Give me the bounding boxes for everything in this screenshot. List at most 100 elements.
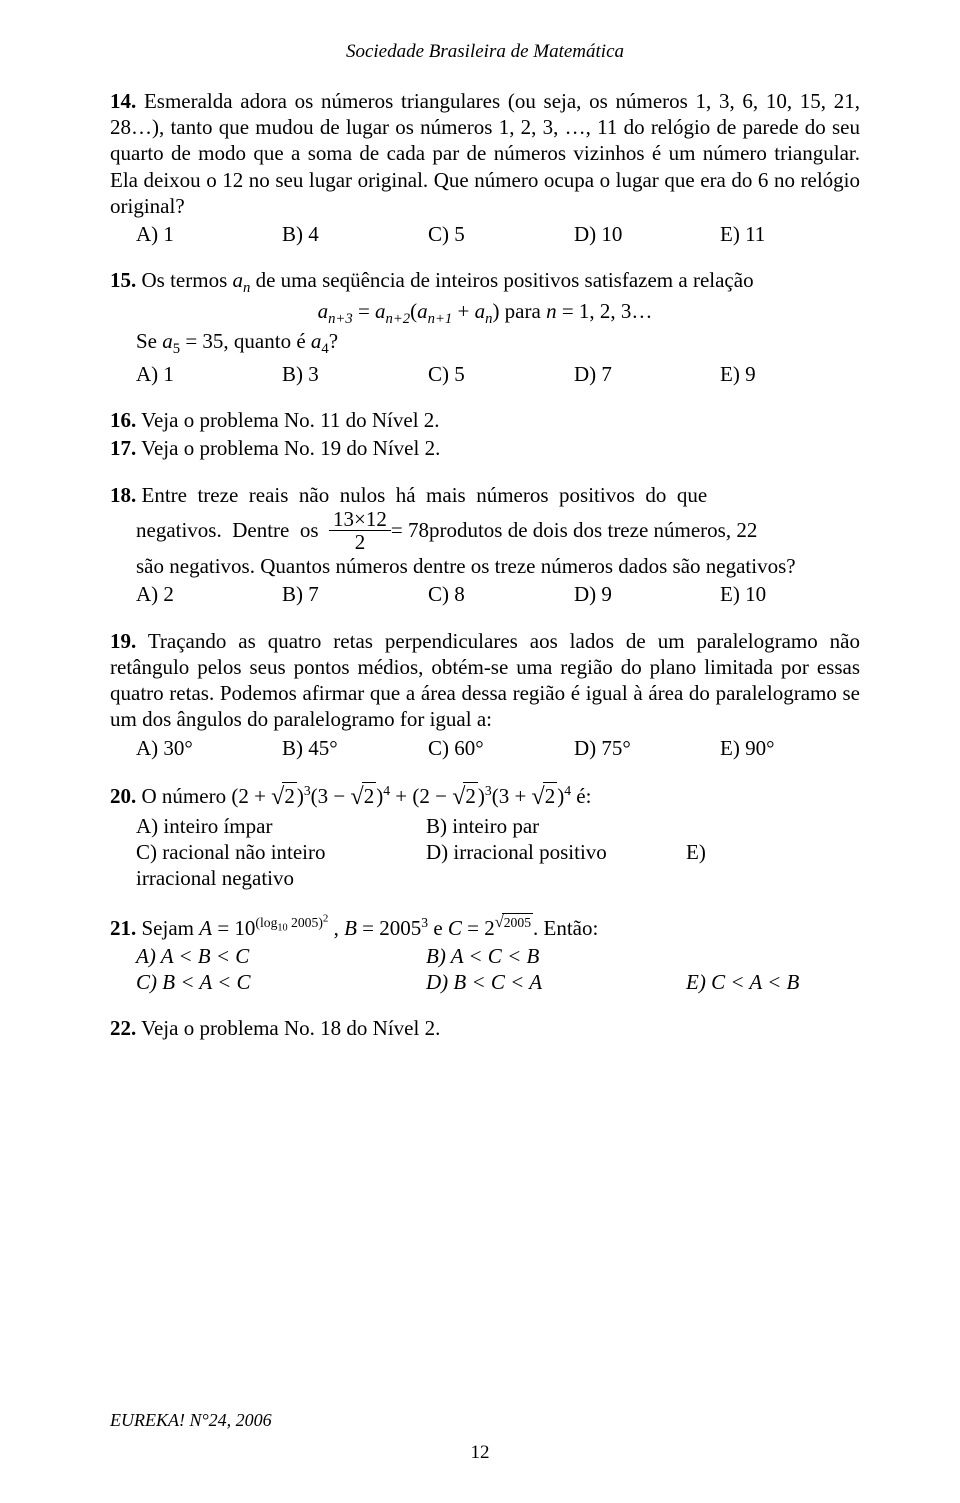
question-14: 14. Esmeralda adora os números triangula… <box>110 88 860 248</box>
q18-number: 18. <box>110 483 136 507</box>
q21-opt-c: C) B < A < C <box>136 969 426 995</box>
q21-log: (log <box>255 915 277 930</box>
q21-sqrtexp: √2005 <box>495 915 533 930</box>
q19-text: Traçando as quatro retas perpendiculares… <box>110 629 860 732</box>
question-17: 17. Veja o problema No. 19 do Nível 2. <box>110 435 860 461</box>
q20-t2a: (3 − <box>311 784 351 808</box>
q15-sub-n3: n+3 <box>328 311 353 327</box>
q15-text1b: de uma seqüência de inteiros positivos s… <box>250 268 753 292</box>
q18-opt-b: B) 7 <box>282 581 428 607</box>
q15-an: a <box>233 268 244 292</box>
q21-opt-d: D) B < C < A <box>426 969 686 995</box>
q14-number: 14. <box>110 89 136 113</box>
q15-a5: a <box>162 329 173 353</box>
q20-opt-e-label: irracional negativo <box>136 865 294 891</box>
q20-e3b: 3 <box>485 783 492 798</box>
q15-sub-n2: n+2 <box>386 311 411 327</box>
q20-t3a: (2 − <box>412 784 452 808</box>
q15-opt-d: D) 7 <box>574 361 720 387</box>
q15-a4sym: a <box>475 299 486 323</box>
q15-eq1: = <box>353 299 375 323</box>
q19-opt-a: A) 30° <box>136 735 282 761</box>
q20-opt-c: C) racional não inteiro <box>136 839 426 865</box>
q21-number: 21. <box>110 916 136 940</box>
page-number: 12 <box>0 1441 960 1465</box>
q20-rad2: √ <box>351 782 364 812</box>
question-15: 15. Os termos an de uma seqüência de int… <box>110 267 860 387</box>
q15-se: Se <box>136 329 162 353</box>
q15-relation: an+3 = an+2(an+1 + an) para n = 1, 2, 3… <box>110 298 860 329</box>
q18-frac-num: 13×12 <box>329 508 391 531</box>
q15-number: 15. <box>110 268 136 292</box>
q19-opt-d: D) 75° <box>574 735 720 761</box>
q20-rad3: √ <box>452 782 465 812</box>
q21-eq1: = <box>212 916 234 940</box>
q15-sub4: 4 <box>321 342 328 358</box>
q20-plus: + <box>390 784 412 808</box>
question-16: 16. Veja o problema No. 11 do Nível 2. <box>110 407 860 433</box>
q14-opt-e: E) 11 <box>720 221 866 247</box>
q21-A: A <box>199 916 212 940</box>
q19-opt-e: E) 90° <box>720 735 866 761</box>
q18-line2b: produtos de dois dos treze números, 22 <box>429 517 757 543</box>
q20-opt-a: A) inteiro ímpar <box>136 813 426 839</box>
q14-opt-d: D) 10 <box>574 221 720 247</box>
q21-expA: (log10 2005)2 <box>255 915 328 930</box>
q15-a1: a <box>318 299 329 323</box>
q20-e4a: 4 <box>383 783 390 798</box>
question-20: 20. O número (2 + √2)3(3 − √2)4 + (2 − √… <box>110 781 860 892</box>
q15-opt-b: B) 3 <box>282 361 428 387</box>
q18-opt-d: D) 9 <box>574 581 720 607</box>
q15-range: = 1, 2, 3… <box>557 299 653 323</box>
q21-2005a: 2005) <box>288 915 323 930</box>
q19-opt-c: C) 60° <box>428 735 574 761</box>
q20-t1a: (2 + <box>231 784 271 808</box>
q21-eq3: = <box>462 916 484 940</box>
q18-line3: são negativos. Quantos números dentre os… <box>110 553 860 579</box>
q15-a3: a <box>417 299 428 323</box>
q20-number: 20. <box>110 784 136 808</box>
q18-opt-a: A) 2 <box>136 581 282 607</box>
q17-text: Veja o problema No. 19 do Nível 2. <box>141 436 440 460</box>
question-21: 21. Sejam A = 10(log10 2005)2 , B = 2005… <box>110 912 860 996</box>
q21-pre: Sejam <box>142 916 200 940</box>
q18-opt-c: C) 8 <box>428 581 574 607</box>
q20-pre: O número <box>142 784 232 808</box>
q18-opt-e: E) 10 <box>720 581 866 607</box>
q16-text: Veja o problema No. 11 do Nível 2. <box>141 408 439 432</box>
q15-opt-e: E) 9 <box>720 361 866 387</box>
q21-and: e <box>428 916 448 940</box>
q15-opt-c: C) 5 <box>428 361 574 387</box>
q21-sqrt2005: 2005 <box>502 913 533 931</box>
q22-number: 22. <box>110 1016 136 1040</box>
q14-text: Esmeralda adora os números triangulares … <box>110 89 860 218</box>
q15-a4: a <box>311 329 322 353</box>
question-18: 18. Entre treze reais não nulos há mais … <box>110 482 860 608</box>
q14-opt-c: C) 5 <box>428 221 574 247</box>
q17-number: 17. <box>110 436 136 460</box>
q15-sub5: 5 <box>173 342 180 358</box>
q18-fraction: 13×12 2 <box>329 508 391 553</box>
q21-two: 2 <box>484 916 495 940</box>
q18-line1: Entre treze reais não nulos há mais núme… <box>142 483 708 507</box>
q21-log10: 10 <box>277 922 287 933</box>
q20-rad1v: 2 <box>282 782 297 809</box>
q22-text: Veja o problema No. 18 do Nível 2. <box>141 1016 440 1040</box>
q19-opt-b: B) 45° <box>282 735 428 761</box>
q21-B: B <box>344 916 357 940</box>
q19-number: 19. <box>110 629 136 653</box>
q18-line2a: negativos. Dentre os <box>136 517 329 543</box>
q14-opt-b: B) 4 <box>282 221 428 247</box>
q20-opt-b: B) inteiro par <box>426 813 686 839</box>
q21-opt-e: E) C < A < B <box>686 969 836 995</box>
q21-post: . Então: <box>533 916 598 940</box>
q18-frac-den: 2 <box>329 531 391 553</box>
q21-ten: 10 <box>234 916 255 940</box>
q21-2005b: 2005 <box>379 916 421 940</box>
q14-opt-a: A) 1 <box>136 221 282 247</box>
page-header: Sociedade Brasileira de Matemática <box>110 40 860 64</box>
q21-opt-a: A) A < B < C <box>136 943 426 969</box>
q20-opt-e: E) <box>686 839 836 865</box>
q20-t1b: ) <box>297 784 304 808</box>
q15-qmark: ? <box>329 329 338 353</box>
